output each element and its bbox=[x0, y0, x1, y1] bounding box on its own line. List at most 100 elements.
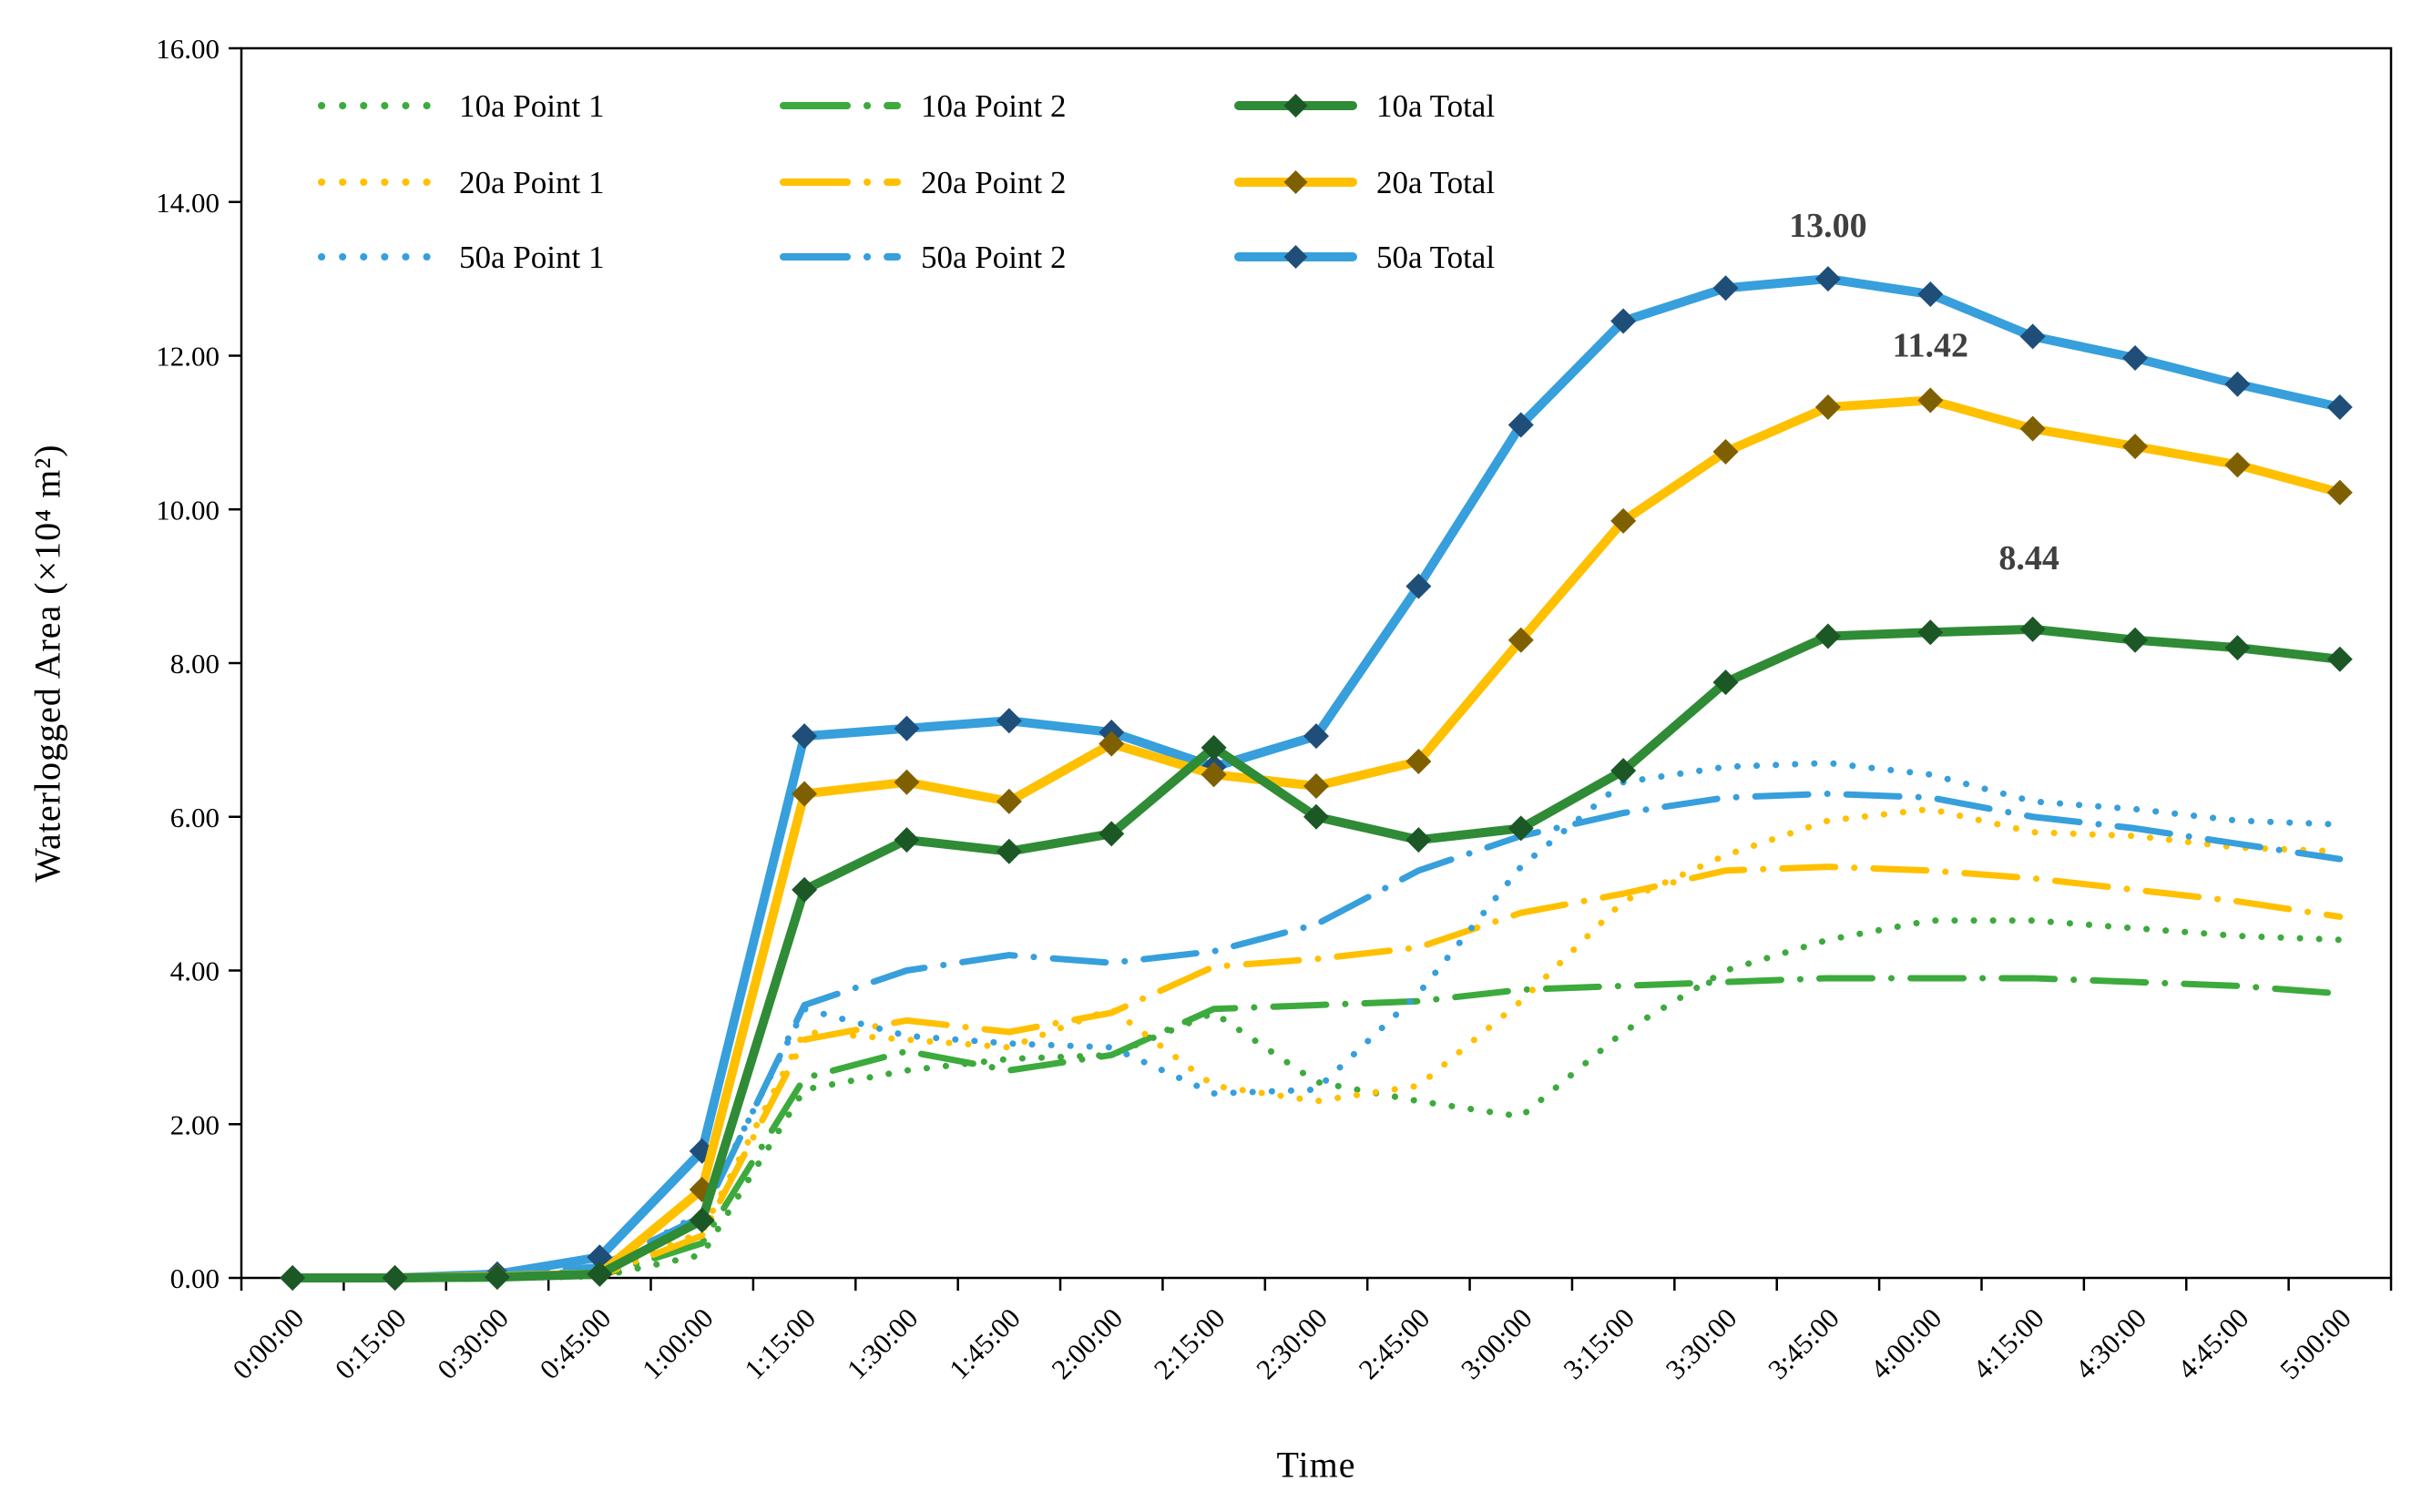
diamond-marker bbox=[1099, 821, 1125, 847]
diamond-marker bbox=[484, 1264, 510, 1291]
diamond-marker bbox=[1099, 730, 1125, 757]
diamond-marker bbox=[1303, 773, 1329, 799]
legend-item-10a-point-1: 10a Point 1 bbox=[318, 88, 604, 124]
y-tick-label: 14.00 bbox=[156, 187, 220, 219]
diamond-marker bbox=[1201, 761, 1227, 788]
legend-label-10a-point-2: 10a Point 2 bbox=[921, 88, 1066, 124]
x-tick-label: 4:45:00 bbox=[2172, 1302, 2255, 1385]
y-tick-label: 0.00 bbox=[170, 1262, 220, 1294]
y-tick-label: 6.00 bbox=[170, 802, 220, 833]
x-tick-label: 3:00:00 bbox=[1455, 1302, 1538, 1385]
diamond-marker bbox=[1814, 266, 1841, 292]
x-tick-label: 2:15:00 bbox=[1148, 1302, 1231, 1385]
series-20a-point-1 bbox=[289, 805, 2344, 1282]
diamond-marker bbox=[894, 715, 920, 741]
x-tick-label: 2:30:00 bbox=[1250, 1302, 1334, 1385]
diamond-marker bbox=[792, 781, 818, 807]
diamond-marker bbox=[2326, 394, 2353, 421]
x-tick-label: 2:45:00 bbox=[1353, 1302, 1436, 1385]
legend-item-50a-point-1: 50a Point 1 bbox=[318, 240, 604, 275]
series-50a-point-2 bbox=[289, 790, 2344, 1282]
annotation-11.42: 11.42 bbox=[1893, 326, 1968, 364]
x-tick-label: 3:30:00 bbox=[1660, 1302, 1743, 1385]
legend-item-20a-point-1: 20a Point 1 bbox=[318, 165, 604, 200]
y-tick-label: 10.00 bbox=[156, 494, 220, 526]
diamond-marker bbox=[1507, 627, 1534, 653]
diamond-marker bbox=[792, 723, 818, 750]
diamond-marker bbox=[1610, 308, 1637, 334]
diamond-marker bbox=[1917, 619, 1944, 646]
20a-total-swatch-marker bbox=[1283, 170, 1308, 194]
diamond-marker bbox=[2326, 646, 2353, 672]
diamond-marker bbox=[280, 1265, 306, 1291]
x-tick-label: 4:30:00 bbox=[2069, 1302, 2152, 1385]
markers-10a-total bbox=[280, 616, 2353, 1291]
x-tick-label: 2:00:00 bbox=[1045, 1302, 1129, 1385]
legend-label-20a-total: 20a Total bbox=[1376, 165, 1495, 200]
diamond-marker bbox=[1712, 438, 1739, 465]
50a-total-swatch-marker bbox=[1283, 245, 1308, 269]
diamond-marker bbox=[1507, 412, 1534, 438]
series-50a-point-1 bbox=[289, 760, 2344, 1282]
diamond-marker bbox=[1610, 507, 1637, 534]
x-tick-label: 0:15:00 bbox=[329, 1302, 413, 1385]
legend-item-10a-point-2: 10a Point 2 bbox=[780, 88, 1066, 124]
diamond-marker bbox=[1712, 275, 1739, 301]
diamond-marker bbox=[2122, 627, 2149, 653]
legend-label-10a-total: 10a Total bbox=[1376, 88, 1495, 124]
y-tick-label: 12.00 bbox=[156, 341, 220, 373]
10a-total-swatch-marker bbox=[1283, 94, 1308, 117]
diamond-marker bbox=[1814, 394, 1841, 421]
diamond-marker bbox=[1201, 734, 1227, 761]
legend-item-20a-point-2: 20a Point 2 bbox=[780, 165, 1066, 200]
plot-border bbox=[240, 46, 2393, 1280]
diamond-marker bbox=[2326, 479, 2353, 506]
y-tick-label: 16.00 bbox=[156, 33, 220, 65]
y-tick-label: 4.00 bbox=[170, 955, 220, 987]
x-tick-label: 1:30:00 bbox=[841, 1302, 925, 1385]
annotation-13.00: 13.00 bbox=[1789, 207, 1867, 245]
diamond-marker bbox=[1712, 669, 1739, 696]
diamond-marker bbox=[1610, 758, 1637, 784]
legend-label-20a-point-1: 20a Point 1 bbox=[459, 165, 604, 200]
x-tick-label: 5:00:00 bbox=[2274, 1302, 2357, 1385]
legend-item-20a-total: 20a Total bbox=[1234, 165, 1495, 200]
x-tick-label: 4:15:00 bbox=[1967, 1302, 2050, 1385]
diamond-marker bbox=[1405, 749, 1432, 774]
diamond-marker bbox=[1917, 281, 1944, 307]
diamond-marker bbox=[382, 1265, 408, 1291]
legend-label-50a-total: 50a Total bbox=[1376, 240, 1495, 275]
diamond-marker bbox=[1814, 623, 1841, 649]
legend-label-50a-point-2: 50a Point 2 bbox=[921, 240, 1066, 275]
series-20a-total bbox=[288, 395, 2345, 1282]
legend-label-50a-point-1: 50a Point 1 bbox=[459, 240, 604, 275]
x-axis: 0:00:00 0:15:00 0:30:00 0:45:00 1:00:00 1:15:… bbox=[226, 1278, 2393, 1385]
x-tick-label: 1:15:00 bbox=[738, 1302, 822, 1385]
diamond-marker bbox=[1303, 803, 1329, 830]
legend: 10a Point 1 10a Point 2 10a Total 20a Point… bbox=[318, 88, 1495, 275]
y-axis-title: Waterlogged Area (×10⁴ m²) bbox=[26, 444, 68, 883]
diamond-marker bbox=[2019, 616, 2046, 642]
series-20a-point-2 bbox=[289, 863, 2344, 1282]
x-tick-label: 1:00:00 bbox=[636, 1302, 720, 1385]
x-tick-label: 3:15:00 bbox=[1557, 1302, 1640, 1385]
x-tick-label: 0:45:00 bbox=[534, 1302, 618, 1385]
legend-item-50a-point-2: 50a Point 2 bbox=[780, 240, 1066, 275]
markers-20a-total bbox=[280, 387, 2353, 1291]
diamond-marker bbox=[2019, 415, 2046, 442]
diamond-marker bbox=[2122, 345, 2149, 372]
diamond-marker bbox=[1405, 827, 1432, 853]
diamond-marker bbox=[1303, 723, 1329, 750]
legend-item-10a-total: 10a Total bbox=[1234, 88, 1495, 124]
diamond-marker bbox=[792, 876, 818, 903]
diamond-marker bbox=[2224, 635, 2251, 661]
series-10a-point-2 bbox=[289, 975, 2344, 1282]
y-tick-label: 2.00 bbox=[170, 1108, 220, 1140]
diamond-marker bbox=[1405, 573, 1432, 599]
diamond-marker bbox=[894, 769, 920, 795]
diamond-marker bbox=[996, 788, 1022, 814]
diamond-marker bbox=[1917, 387, 1944, 414]
y-axis: 0.00 2.00 4.00 6.00 8.00 10.00 12.00 14.00 16.00 bbox=[156, 33, 241, 1294]
diamond-marker bbox=[996, 708, 1022, 734]
